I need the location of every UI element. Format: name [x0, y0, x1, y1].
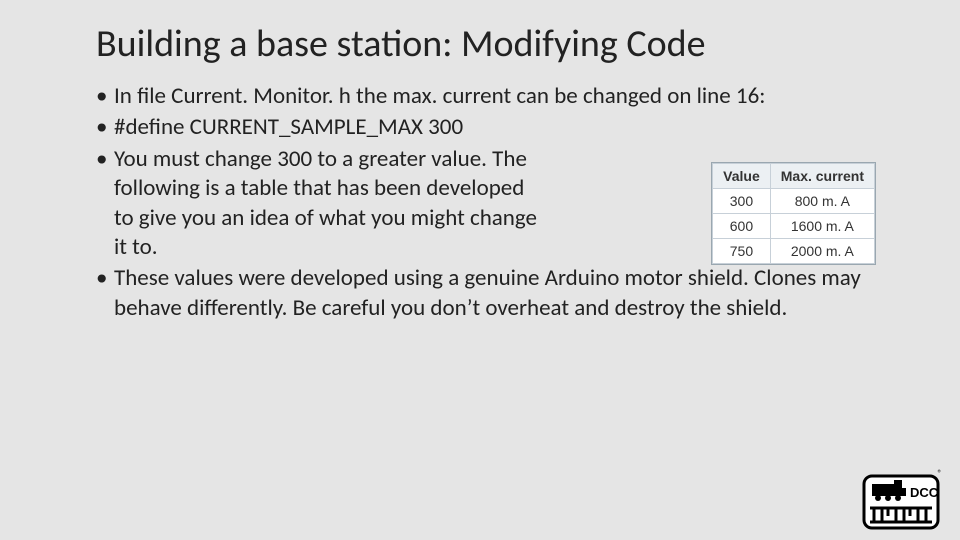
table-header-cell: Value	[713, 163, 771, 188]
value-table-inner: Value Max. current 300 800 m. A 600 1600…	[712, 163, 875, 264]
table-header-cell: Max. current	[770, 163, 874, 188]
table-cell: 300	[713, 188, 771, 213]
table-cell: 1600 m. A	[770, 213, 874, 238]
table-cell: 800 m. A	[770, 188, 874, 213]
dcc-logo: ® DCC	[862, 474, 940, 530]
logo-text: DCC	[910, 485, 939, 500]
content-area: In file Current. Monitor. h the max. cur…	[96, 82, 912, 324]
slide: Building a base station: Modifying Code …	[0, 0, 960, 540]
value-table: Value Max. current 300 800 m. A 600 1600…	[711, 162, 876, 265]
table-cell: 600	[713, 213, 771, 238]
bullet-text: #define CURRENT_SAMPLE_MAX 300	[114, 113, 463, 141]
table-header-row: Value Max. current	[713, 163, 875, 188]
table-row: 300 800 m. A	[713, 188, 875, 213]
registered-mark: ®	[937, 468, 942, 479]
dcc-logo-svg: DCC	[862, 474, 940, 530]
bullet-item: You must change 300 to a greater value. …	[96, 145, 544, 263]
bullet-item: These values were developed using a genu…	[96, 264, 912, 323]
bullet-text: These values were developed using a genu…	[114, 264, 861, 321]
table-row: 750 2000 m. A	[713, 238, 875, 263]
bullet-text: You must change 300 to a greater value. …	[114, 145, 537, 261]
bullet-text: In file Current. Monitor. h the max. cur…	[114, 82, 765, 110]
table-cell: 2000 m. A	[770, 238, 874, 263]
bullet-item: In file Current. Monitor. h the max. cur…	[96, 82, 912, 111]
page-title: Building a base station: Modifying Code	[96, 24, 912, 66]
table-cell: 750	[713, 238, 771, 263]
table-row: 600 1600 m. A	[713, 213, 875, 238]
bullet-item: #define CURRENT_SAMPLE_MAX 300	[96, 113, 912, 142]
